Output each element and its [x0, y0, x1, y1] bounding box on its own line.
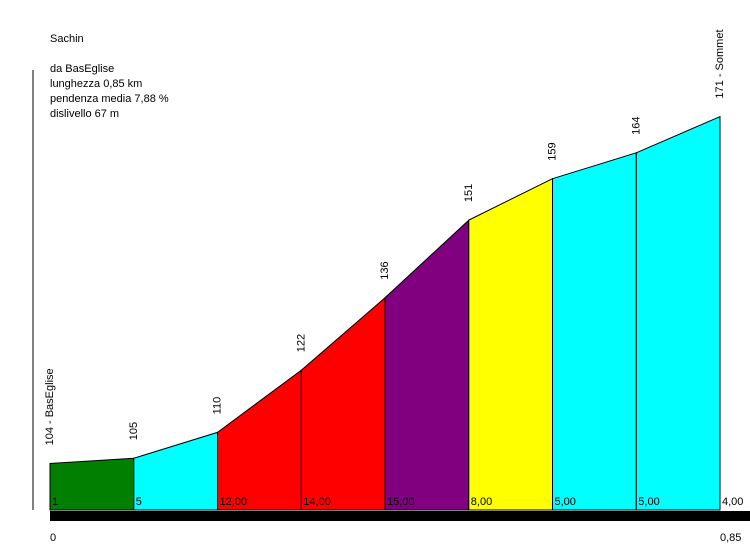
elevation-label-3: 110	[212, 397, 224, 415]
climb-name: Sachin	[50, 33, 84, 45]
elevation-label-9: 171 - Sommet	[714, 29, 726, 98]
segment-gradient-label-5: 15,00	[387, 496, 415, 508]
segment-gradient-label-3: 12,00	[220, 496, 248, 508]
climb-info: Sachin da BasEglise lunghezza 0,85 km pe…	[50, 32, 169, 122]
segment-gradient-label-1: 1	[52, 496, 58, 508]
x-tick-label-start: 0	[50, 532, 56, 544]
x-tick-label-end: 0,85	[720, 532, 741, 544]
elevation-label-2: 105	[128, 422, 140, 440]
elevation-label-4: 122	[295, 334, 307, 352]
elevation-label-8: 164	[630, 116, 642, 134]
profile-segment-5	[384, 218, 470, 511]
segment-gradient-label-4: 14,00	[303, 496, 331, 508]
elevation-label-1: 104 - BasEglise	[44, 368, 56, 445]
profile-segment-7	[552, 152, 637, 511]
segment-gradient-label-9: 4,00	[722, 496, 743, 508]
profile-segment-4	[300, 296, 386, 511]
average-gradient: pendenza media 7,88 %	[50, 93, 169, 105]
segment-gradient-label-7: 5,00	[555, 496, 576, 508]
elevation-label-6: 151	[463, 184, 475, 202]
elevation-label-5: 136	[379, 261, 391, 279]
profile-segment-2	[133, 431, 218, 511]
profile-segment-6	[468, 177, 553, 511]
segment-gradient-label-2: 5	[136, 496, 142, 508]
profile-segment-3	[217, 369, 302, 511]
elevation-label-7: 159	[547, 142, 559, 160]
segment-gradient-label-6: 8,00	[471, 496, 492, 508]
segment-gradient-label-8: 5,00	[638, 496, 659, 508]
start-point: da BasEglise	[50, 63, 115, 75]
climb-length: lunghezza 0,85 km	[50, 78, 143, 90]
profile-segment-8	[635, 115, 721, 511]
distance-axis-bar	[50, 511, 750, 521]
elevation-gain: dislivello 67 m	[50, 108, 120, 120]
profile-segment-1	[49, 457, 135, 511]
